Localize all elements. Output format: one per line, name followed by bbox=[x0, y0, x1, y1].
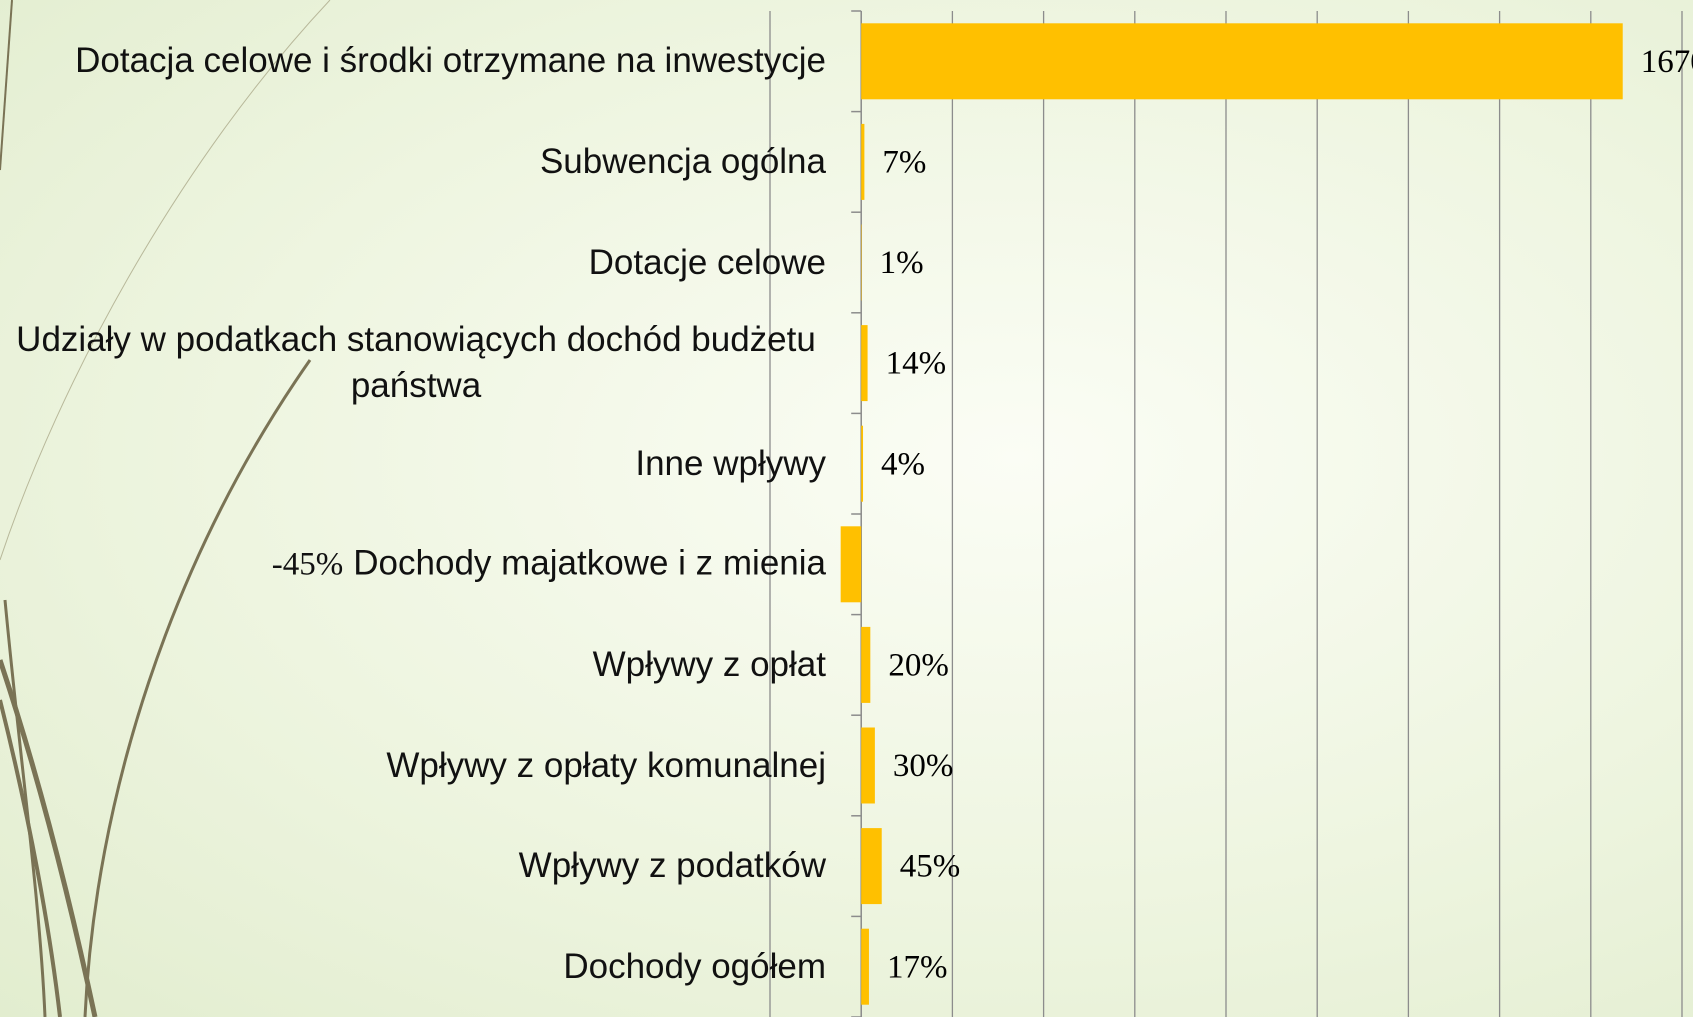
category-label: Wpływy z podatków bbox=[519, 843, 826, 889]
category-label: Dochody ogółem bbox=[563, 944, 826, 990]
bar bbox=[861, 23, 1623, 100]
value-label: 20% bbox=[888, 647, 949, 683]
category-label: Wpływy z opłaty komunalnej bbox=[386, 743, 826, 789]
category-text: Dochody majatkowe i z mienia bbox=[353, 543, 826, 583]
value-label: 4% bbox=[881, 446, 925, 482]
category-text: Wpływy z podatków bbox=[518, 846, 826, 886]
category-label: Dotacja celowe i środki otrzymane na inw… bbox=[75, 38, 826, 84]
category-text: Wpływy z opłaty komunalnej bbox=[386, 745, 826, 785]
bar bbox=[861, 727, 875, 804]
category-text: Dotacje celowe bbox=[588, 242, 826, 282]
bar bbox=[861, 928, 869, 1005]
category-label: Dotacje celowe bbox=[589, 240, 826, 286]
value-label: -45% bbox=[271, 546, 344, 583]
category-text: Wpływy z opłat bbox=[592, 644, 826, 684]
category-text: Udziały w podatkach stanowiących dochód … bbox=[16, 320, 816, 406]
value-label: 30% bbox=[893, 748, 954, 784]
value-label: 14% bbox=[886, 346, 947, 382]
value-label: 17% bbox=[887, 949, 948, 985]
value-label: 1670% bbox=[1641, 44, 1693, 80]
bar bbox=[861, 425, 864, 502]
category-label: Inne wpływy bbox=[635, 441, 826, 487]
category-label: -45% Dochody majatkowe i z mienia bbox=[272, 541, 826, 588]
category-text: Subwencja ogólna bbox=[539, 141, 826, 181]
category-label: Subwencja ogólna bbox=[540, 139, 826, 185]
value-label: 7% bbox=[882, 144, 926, 180]
category-label: Udziały w podatkach stanowiących dochód … bbox=[6, 317, 826, 409]
category-text: Inne wpływy bbox=[635, 443, 826, 483]
category-text: Dochody ogółem bbox=[563, 946, 826, 986]
category-text: Dotacja celowe i środki otrzymane na inw… bbox=[75, 41, 826, 81]
bar bbox=[840, 526, 862, 603]
category-label: Wpływy z opłat bbox=[593, 642, 826, 688]
value-label: 45% bbox=[900, 849, 961, 885]
value-label: 1% bbox=[880, 245, 924, 281]
bar bbox=[861, 325, 868, 402]
decoration bbox=[0, 0, 331, 1017]
bar bbox=[861, 828, 882, 905]
bar bbox=[861, 123, 865, 200]
bar bbox=[861, 626, 871, 703]
